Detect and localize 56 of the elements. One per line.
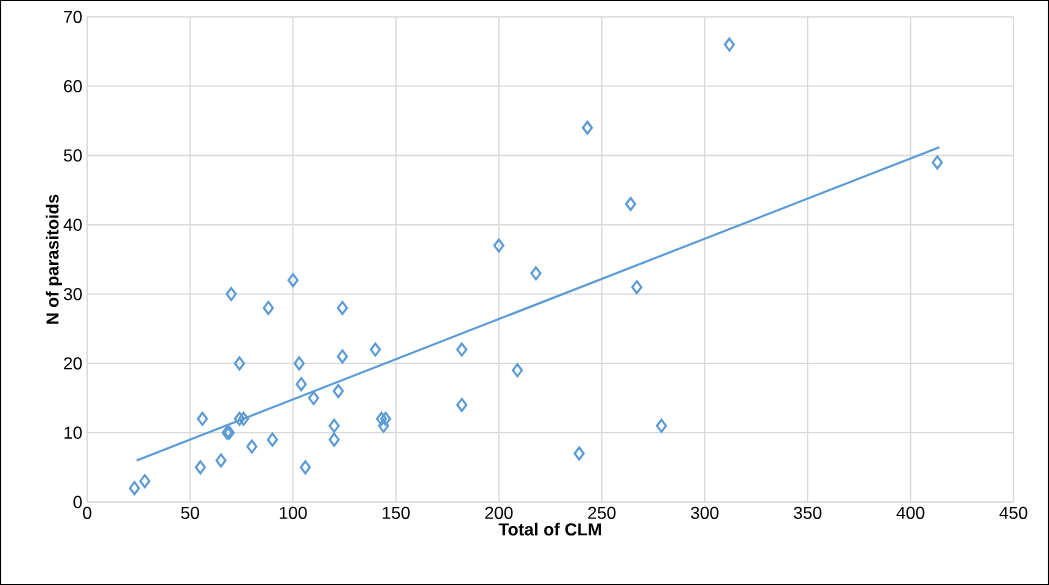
point <box>287 273 299 288</box>
point <box>215 453 227 468</box>
y-tick-label: 0 <box>73 495 82 509</box>
point <box>378 418 390 433</box>
point <box>293 356 305 371</box>
point <box>631 280 643 295</box>
x-tick-label: 200 <box>485 506 513 519</box>
point <box>246 439 258 454</box>
point <box>328 418 340 433</box>
point <box>723 37 735 52</box>
y-tick-label: 30 <box>63 287 82 301</box>
point <box>194 460 206 475</box>
point <box>332 383 344 399</box>
point <box>225 286 237 302</box>
x-tick-label: 300 <box>690 506 719 519</box>
x-tick-label: 50 <box>181 506 200 519</box>
point <box>196 411 209 426</box>
point <box>295 377 307 392</box>
y-tick-label: 10 <box>64 426 82 439</box>
y-tick-label: 70 <box>64 10 82 23</box>
point <box>931 155 943 170</box>
y-tick-label: 20 <box>64 357 82 370</box>
point <box>456 397 468 412</box>
point <box>233 411 246 426</box>
point <box>128 481 141 496</box>
x-tick-label: 0 <box>83 506 92 519</box>
x-tick-label: 450 <box>999 506 1028 519</box>
point <box>266 432 278 447</box>
x-axis-title: Total of CLM <box>498 522 601 536</box>
y-tick-label: 60 <box>64 79 82 93</box>
point <box>336 349 348 364</box>
y-tick-label: 50 <box>63 149 82 162</box>
point <box>139 474 151 489</box>
x-tick-label: 350 <box>793 506 822 519</box>
point <box>655 418 668 433</box>
point <box>511 363 523 378</box>
point <box>530 266 542 281</box>
point <box>493 238 505 253</box>
point <box>308 390 320 406</box>
point <box>299 460 311 475</box>
point <box>233 356 246 371</box>
x-tick-label: 150 <box>382 506 410 519</box>
x-tick-label: 400 <box>896 506 925 519</box>
point <box>375 411 388 426</box>
point <box>328 432 340 447</box>
point <box>581 120 593 135</box>
point <box>369 342 381 357</box>
point <box>625 196 637 211</box>
point <box>262 300 274 315</box>
point <box>456 342 468 357</box>
x-tick-label: 100 <box>279 506 307 519</box>
point <box>573 446 585 461</box>
x-tick-label: 250 <box>588 506 616 519</box>
y-tick-label: 40 <box>63 218 82 231</box>
y-axis-title: N of parasitoids <box>45 194 63 324</box>
point <box>336 300 348 315</box>
